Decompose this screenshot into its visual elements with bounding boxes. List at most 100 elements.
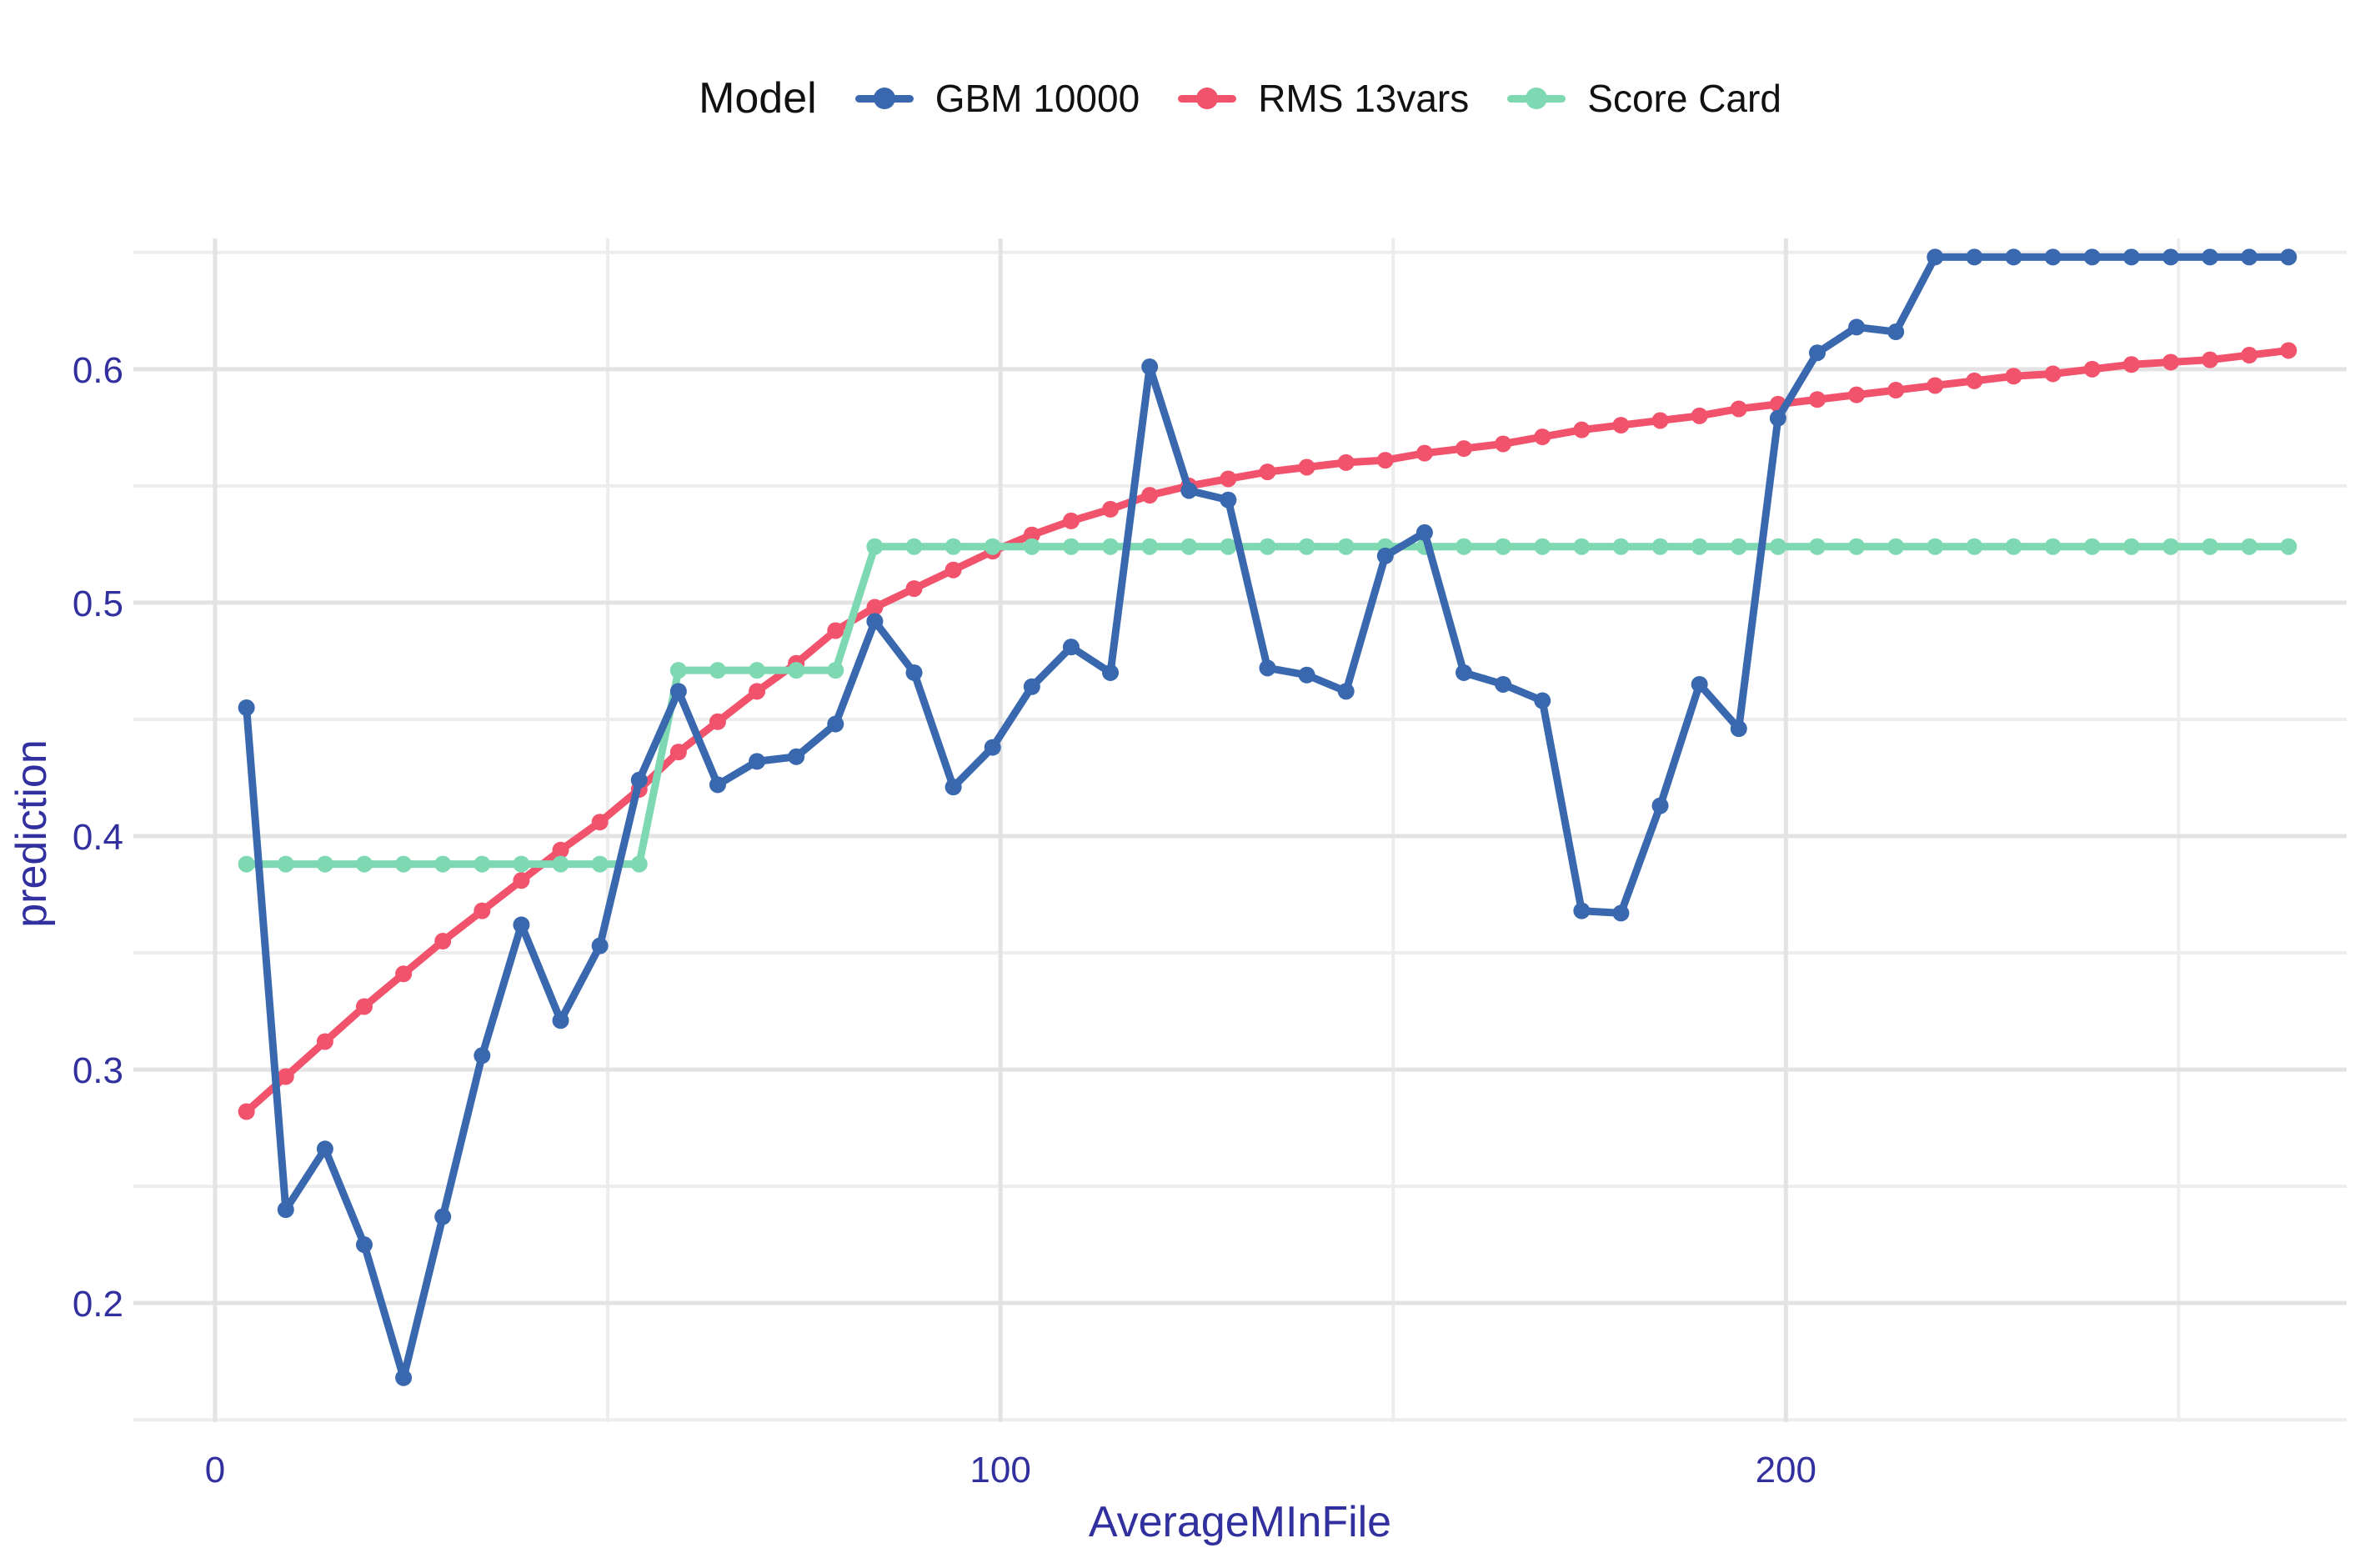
series-point-rms-13vars	[238, 1103, 255, 1120]
series-point-score-card	[2202, 538, 2219, 555]
series-point-gbm-10000	[669, 683, 687, 700]
series-point-score-card	[1023, 538, 1040, 555]
legend-item-label: RMS 13vars	[1258, 77, 1470, 120]
series-point-rms-13vars	[1259, 463, 1276, 481]
series-point-score-card	[277, 855, 294, 873]
series-point-rms-13vars	[827, 622, 844, 639]
series-point-rms-13vars	[277, 1068, 294, 1085]
x-tick-label: 100	[970, 1450, 1030, 1490]
series-point-gbm-10000	[1456, 664, 1473, 681]
series-point-gbm-10000	[1808, 344, 1826, 362]
series-point-score-card	[1966, 538, 1983, 555]
legend-item-label: GBM 10000	[934, 77, 1140, 120]
series-point-score-card	[316, 855, 333, 873]
series-point-rms-13vars	[1141, 487, 1159, 504]
series-point-rms-13vars	[2162, 353, 2179, 371]
series-point-rms-13vars	[669, 744, 687, 761]
series-point-gbm-10000	[1612, 904, 1630, 922]
series-point-gbm-10000	[709, 776, 726, 794]
series-point-score-card	[1808, 538, 1826, 555]
y-tick-label: 0.4	[73, 817, 123, 858]
series-point-gbm-10000	[788, 748, 805, 765]
series-point-score-card	[2241, 538, 2258, 555]
series-point-gbm-10000	[552, 1012, 569, 1029]
series-point-score-card	[1102, 538, 1120, 555]
series-point-score-card	[1769, 538, 1786, 555]
series-point-score-card	[1612, 538, 1630, 555]
series-point-rms-13vars	[395, 965, 413, 983]
series-point-gbm-10000	[1376, 547, 1394, 564]
series-point-rms-13vars	[2083, 360, 2101, 378]
series-point-gbm-10000	[316, 1140, 333, 1158]
series-point-score-card	[2122, 538, 2140, 555]
series-point-score-card	[1691, 538, 1708, 555]
series-point-rms-13vars	[1495, 435, 1512, 453]
series-line-gbm-10000	[243, 253, 2292, 1382]
series-point-gbm-10000	[749, 753, 766, 770]
series-point-gbm-10000	[827, 715, 844, 733]
x-tick-label: 200	[1756, 1450, 1816, 1490]
series-point-rms-13vars	[2241, 347, 2258, 364]
series-point-score-card	[1573, 538, 1591, 555]
legend: Model GBM 10000 RMS 13vars Score Card	[133, 73, 2347, 123]
series-point-gbm-10000	[238, 699, 255, 716]
series-point-score-card	[1141, 538, 1159, 555]
series-point-score-card	[866, 538, 884, 555]
series-point-score-card	[1651, 538, 1669, 555]
series-point-gbm-10000	[945, 779, 962, 796]
series-point-gbm-10000	[2044, 248, 2062, 266]
series-point-rms-13vars	[513, 872, 530, 889]
legend-item-label: Score Card	[1587, 77, 1781, 120]
series-point-score-card	[2083, 538, 2101, 555]
series-point-rms-13vars	[1337, 453, 1355, 471]
series-point-score-card	[513, 855, 530, 873]
series-point-gbm-10000	[866, 613, 884, 630]
series-point-score-card	[1180, 538, 1198, 555]
series-point-score-card	[591, 855, 609, 873]
series-point-gbm-10000	[1495, 675, 1512, 693]
series-point-rms-13vars	[1651, 412, 1669, 429]
legend-key-dot-icon	[1526, 88, 1548, 109]
legend-item-gbm-10000: GBM 10000	[854, 76, 1140, 121]
series-point-score-card	[827, 662, 844, 679]
series-point-rms-13vars	[1102, 500, 1120, 518]
series-point-score-card	[1456, 538, 1473, 555]
series-point-rms-13vars	[2044, 365, 2062, 383]
series-point-score-card	[355, 855, 373, 873]
series-point-gbm-10000	[513, 916, 530, 934]
series-point-rms-13vars	[2005, 368, 2022, 385]
series-point-rms-13vars	[905, 580, 923, 598]
series-point-gbm-10000	[1023, 678, 1040, 695]
series-point-gbm-10000	[2122, 248, 2140, 266]
series-point-gbm-10000	[1141, 358, 1159, 376]
series-point-gbm-10000	[1730, 720, 1747, 738]
series-point-gbm-10000	[1651, 797, 1669, 814]
series-point-gbm-10000	[1573, 902, 1591, 919]
x-axis-title: AverageMInFile	[1088, 1498, 1392, 1546]
series-point-score-card	[1298, 538, 1315, 555]
series-point-gbm-10000	[1691, 675, 1708, 693]
series-point-score-card	[1887, 538, 1905, 555]
series-point-rms-13vars	[1573, 421, 1591, 438]
series-point-score-card	[905, 538, 923, 555]
series-point-gbm-10000	[1337, 683, 1355, 700]
legend-key-dot-icon	[1196, 88, 1219, 109]
series-point-gbm-10000	[2241, 248, 2258, 266]
series-point-gbm-10000	[1180, 482, 1198, 499]
series-point-score-card	[1534, 538, 1551, 555]
series-point-score-card	[1337, 538, 1355, 555]
legend-key-line-icon	[854, 88, 914, 109]
series-point-rms-13vars	[1730, 400, 1747, 418]
series-point-score-card	[395, 855, 413, 873]
series-point-score-card	[945, 538, 962, 555]
series-point-rms-13vars	[1691, 407, 1708, 424]
series-point-score-card	[1062, 538, 1080, 555]
series-point-rms-13vars	[1927, 377, 1944, 394]
legend-key-dot-icon	[873, 88, 895, 109]
series-point-rms-13vars	[552, 841, 569, 859]
series-point-score-card	[474, 855, 491, 873]
series-point-rms-13vars	[316, 1033, 333, 1050]
series-point-rms-13vars	[1612, 417, 1630, 434]
series-point-score-card	[630, 855, 648, 873]
